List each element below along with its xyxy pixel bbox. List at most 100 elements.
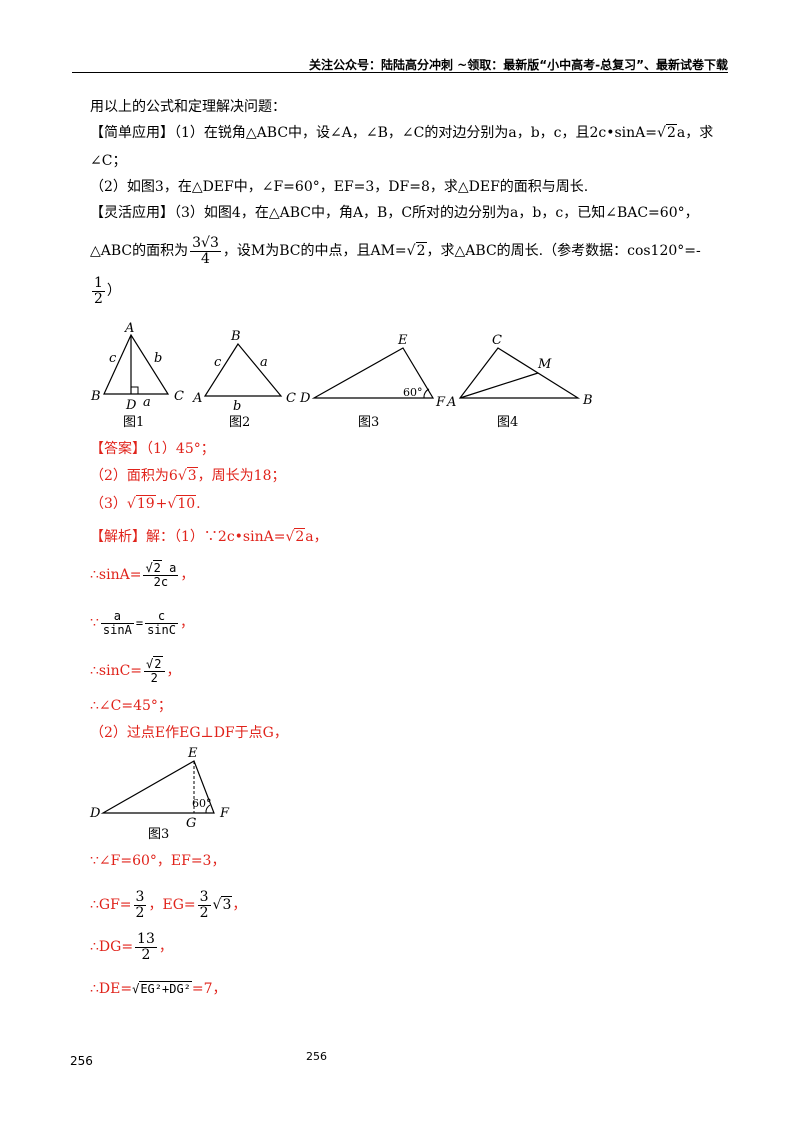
gf-numerator: 3	[135, 889, 145, 905]
q3-line2-post: ，设M为BC的中点，且AM=	[222, 243, 407, 260]
eg-denominator: 2	[197, 904, 211, 921]
answer-2-pre: （2）面积为6	[90, 468, 178, 484]
sqrt-symbol: √3	[212, 896, 233, 914]
simple-q1-text: （1）在锐角△ABC中，设∠A，∠B，∠C的对边分别为a，b，c，且2c•sin…	[174, 125, 658, 141]
answer-line-2: （2）面积为6√3，周长为18；	[90, 467, 286, 485]
gf-denominator: 2	[133, 904, 147, 921]
analysis-line-1: 【解析】解：（1）∵2c•sinA=√2a，	[90, 528, 328, 546]
eg-pre: ，EG=	[148, 897, 196, 914]
simple-q2: （2）如图3，在△DEF中，∠F=60°，EF=3，DF=8，求△DEF的面积与…	[90, 179, 589, 195]
answer-3-plus: +	[155, 496, 168, 512]
fig1-label-b: b	[154, 351, 162, 366]
sqrt-symbol: √19	[126, 495, 156, 512]
flexible-q3-line2: △ABC的面积为 3√3 4 ，设M为BC的中点，且AM=√2，求△ABC的周长.（参…	[90, 236, 701, 266]
law-denominator-2: sinC	[145, 622, 178, 637]
fig3-triangle	[311, 347, 435, 399]
fig3-label-D: D	[299, 391, 311, 406]
analysis-sinC-line: ∴sinC= √2 2，	[90, 656, 181, 684]
answer-2-post: ，周长为18；	[197, 468, 286, 484]
gf-pre: ∴GF=	[90, 897, 132, 914]
fig4-median	[459, 372, 539, 399]
simple-q1-tail: a，求	[676, 125, 714, 141]
dg-numerator: 13	[137, 931, 155, 947]
page-number-left: 256	[70, 1054, 93, 1068]
fig5-angle-arc	[205, 804, 211, 814]
sqrt2-symbol: √2	[285, 528, 306, 545]
sinA-pre: ∴sinA=	[90, 567, 142, 584]
q3-line2-tail: ，求△ABC的周长.（参考数据：cos120°=-	[426, 243, 701, 260]
law-post: ，	[179, 615, 194, 632]
analysis-dg-line: ∴DG= 13 2，	[90, 932, 173, 962]
ref-close: ）	[106, 283, 121, 300]
de-post: =7，	[191, 981, 227, 997]
analysis-angleC: ∴∠C=45°；	[90, 698, 172, 714]
eg-post: ，	[232, 897, 247, 914]
ref-numerator: 1	[94, 275, 103, 291]
fig2-caption: 图2	[229, 415, 250, 430]
fig5-triangle	[100, 760, 215, 814]
figures-row: A B C D a b c 图1 B A C c a b 图2 E D F 60…	[90, 321, 593, 430]
analysis-tag: 【解析】	[90, 529, 146, 545]
fig1-label-a: a	[143, 395, 151, 410]
area-fraction: 3√3 4	[190, 236, 221, 266]
figure-3-altitude: E D F G 60° 图3	[89, 746, 230, 842]
law-fraction-2: c sinC	[145, 610, 178, 636]
analysis-sinA-line: ∴sinA= √2 a 2c，	[90, 560, 195, 589]
fig3-label-F: F	[435, 395, 446, 410]
answer-3-radicand-1: 19	[135, 495, 156, 512]
fig4-label-A: A	[446, 395, 456, 410]
sqrt-symbol: √EG²+DG²	[132, 981, 192, 996]
fig4-label-M: M	[537, 357, 552, 372]
analysis-law-line: ∵ a sinA = c sinC，	[90, 610, 194, 636]
law-fraction-1: a sinA	[100, 610, 134, 637]
fig1-label-D: D	[125, 398, 137, 413]
answer-3-post: .	[196, 496, 201, 512]
sqrt2-symbol: √2	[145, 560, 162, 575]
answer-2-radicand: 3	[186, 467, 198, 484]
fig5-angle-label: 60°	[192, 797, 212, 810]
simple-tag: 【简单应用】	[90, 125, 174, 141]
analysis-s1-pre: 解：（1）∵2c•sinA=	[146, 529, 286, 545]
sinA-post: ，	[180, 567, 195, 584]
fig3-label-E: E	[397, 333, 408, 348]
law-denominator-1: sinA	[100, 622, 134, 637]
fig1-caption: 图1	[123, 415, 144, 430]
fig1-triangle	[103, 333, 170, 395]
fig1-label-c: c	[109, 351, 117, 366]
sqrt-symbol: √10	[167, 495, 197, 512]
sinC-post: ，	[166, 663, 181, 680]
q3-line2-pre: △ABC的面积为	[90, 243, 189, 260]
figure-4: C A B M 图4	[446, 333, 593, 430]
sqrt-symbol: √3	[177, 467, 198, 484]
sqrt2-symbol-am: √2	[406, 242, 427, 260]
simple-q1-line2: ∠C；	[90, 153, 127, 169]
sinC-fraction: √2 2	[144, 656, 165, 684]
fig5-label-G: G	[186, 816, 196, 831]
answer-line-3: （3）√19+√10.	[90, 495, 201, 513]
fig4-triangle	[458, 347, 581, 399]
sinA-fraction: √2 a 2c	[143, 560, 179, 589]
fig1-label-B: B	[90, 389, 101, 404]
eg-radicand: 3	[221, 896, 233, 914]
de-radicand: EG²+DG²	[139, 981, 192, 996]
sinA-denominator: 2c	[143, 574, 179, 589]
sqrt2-symbol: √2	[146, 656, 163, 671]
sinA-numerator: a	[169, 561, 177, 575]
law-numerator-2: c	[157, 609, 166, 623]
answer-3-pre: （3）	[90, 496, 127, 512]
dg-fraction: 13 2	[135, 932, 157, 962]
header-divider	[72, 72, 728, 73]
sqrt2-symbol: √2	[657, 124, 677, 141]
fig1-label-A: A	[124, 321, 134, 336]
analysis-de-line: ∴DE=√EG²+DG²=7，	[90, 980, 227, 998]
eg-numerator: 3	[199, 889, 209, 905]
answer-1: （1）45°；	[146, 441, 215, 457]
fig1-label-C: C	[174, 389, 184, 404]
area-denominator: 4	[190, 250, 221, 267]
dg-post: ，	[158, 939, 173, 956]
analysis-given: ∵∠F=60°，EF=3，	[90, 853, 226, 869]
fig5-caption: 图3	[148, 827, 169, 842]
fig2-label-a: a	[260, 355, 268, 370]
